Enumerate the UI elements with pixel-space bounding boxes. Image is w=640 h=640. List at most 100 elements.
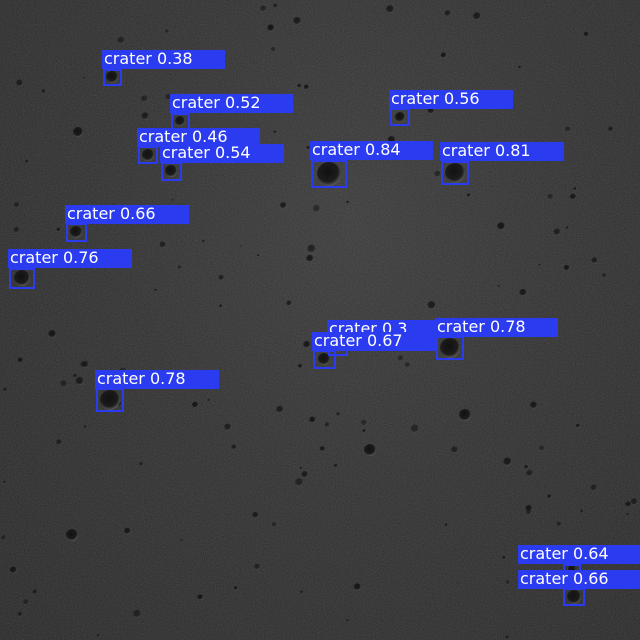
small-crater bbox=[307, 244, 316, 253]
small-crater bbox=[273, 130, 277, 134]
small-crater bbox=[583, 31, 589, 37]
crater-box bbox=[66, 223, 87, 242]
small-crater bbox=[434, 170, 441, 178]
small-crater bbox=[579, 509, 584, 513]
small-crater bbox=[273, 3, 278, 9]
small-crater bbox=[82, 76, 86, 80]
small-crater bbox=[301, 471, 309, 478]
crater-label: crater 0.67 bbox=[312, 332, 436, 351]
small-crater bbox=[299, 466, 303, 470]
crater-box bbox=[311, 160, 347, 188]
label-score: 0.46 bbox=[191, 128, 228, 146]
crater-label: crater 0.76 bbox=[8, 249, 132, 268]
small-crater bbox=[333, 463, 338, 468]
label-class: crater bbox=[10, 249, 58, 267]
label-class: crater bbox=[520, 570, 568, 588]
small-crater bbox=[240, 245, 243, 248]
label-score: 0.67 bbox=[366, 332, 403, 350]
small-crater bbox=[473, 12, 481, 20]
small-crater bbox=[159, 241, 166, 248]
small-crater bbox=[404, 362, 411, 368]
small-crater bbox=[497, 285, 500, 288]
crater-box bbox=[441, 161, 469, 185]
label-class: crater bbox=[437, 318, 485, 336]
small-crater bbox=[201, 239, 205, 243]
small-crater bbox=[312, 204, 321, 213]
crater bbox=[66, 529, 78, 541]
small-crater bbox=[16, 79, 24, 87]
small-crater bbox=[547, 193, 554, 200]
small-crater bbox=[303, 340, 311, 349]
small-crater bbox=[336, 412, 341, 416]
label-score: 0.64 bbox=[572, 545, 609, 563]
crater bbox=[175, 116, 185, 126]
label-score: 0.78 bbox=[489, 318, 526, 336]
small-crater bbox=[3, 480, 6, 484]
small-crater bbox=[526, 509, 532, 515]
crater-box bbox=[103, 69, 122, 86]
small-crater bbox=[13, 202, 20, 208]
small-crater bbox=[361, 419, 367, 426]
crater-box bbox=[96, 388, 124, 412]
small-crater bbox=[569, 193, 577, 200]
small-crater bbox=[75, 376, 84, 386]
small-crater bbox=[117, 36, 125, 44]
label-class: crater bbox=[104, 50, 152, 68]
small-crater bbox=[565, 126, 571, 132]
small-crater bbox=[297, 363, 303, 369]
crater-box bbox=[138, 146, 158, 164]
small-crater bbox=[608, 126, 614, 132]
label-score: 0.54 bbox=[214, 144, 251, 162]
small-crater bbox=[260, 5, 267, 12]
crater bbox=[165, 165, 177, 177]
crater-label: crater 0.66 bbox=[65, 205, 189, 224]
small-crater bbox=[553, 228, 561, 236]
small-crater bbox=[346, 200, 350, 204]
small-crater bbox=[630, 498, 638, 505]
small-crater bbox=[410, 424, 419, 433]
small-crater bbox=[497, 222, 505, 231]
small-crater bbox=[556, 521, 562, 527]
small-crater bbox=[591, 257, 598, 264]
label-class: crater bbox=[97, 370, 145, 388]
small-crater bbox=[3, 387, 8, 392]
small-crater bbox=[590, 484, 597, 491]
label-score: 0.76 bbox=[62, 249, 99, 267]
small-crater bbox=[165, 29, 169, 34]
small-crater bbox=[538, 263, 541, 266]
small-crater bbox=[56, 227, 61, 232]
crater-label: crater 0.78 bbox=[435, 318, 558, 337]
small-crater bbox=[573, 187, 577, 191]
crater-box bbox=[563, 588, 585, 606]
small-crater bbox=[140, 95, 148, 103]
small-crater bbox=[73, 373, 78, 378]
crater bbox=[440, 338, 460, 358]
small-crater bbox=[141, 112, 149, 120]
small-crater bbox=[280, 202, 287, 209]
small-crater bbox=[0, 535, 7, 541]
small-crater bbox=[547, 494, 552, 499]
crater-box bbox=[313, 350, 336, 369]
crater bbox=[567, 590, 581, 604]
small-crater bbox=[346, 619, 349, 622]
small-crater bbox=[526, 469, 533, 477]
crater bbox=[70, 226, 82, 238]
small-crater bbox=[272, 522, 277, 527]
crater-label: crater 0.78 bbox=[95, 370, 219, 389]
crater-box bbox=[161, 162, 182, 181]
small-crater bbox=[48, 330, 57, 338]
small-crater bbox=[324, 422, 330, 428]
label-score: 0.56 bbox=[443, 90, 480, 108]
label-score: 0.81 bbox=[494, 142, 531, 160]
small-crater bbox=[254, 563, 261, 570]
small-crater bbox=[165, 93, 172, 101]
crater-box bbox=[436, 336, 464, 360]
crater bbox=[318, 353, 330, 365]
crater bbox=[395, 112, 405, 122]
small-crater bbox=[17, 357, 23, 363]
label-score: 0.78 bbox=[149, 370, 186, 388]
label-score: 0.66 bbox=[572, 570, 609, 588]
small-crater bbox=[518, 65, 522, 69]
small-crater bbox=[451, 446, 459, 454]
